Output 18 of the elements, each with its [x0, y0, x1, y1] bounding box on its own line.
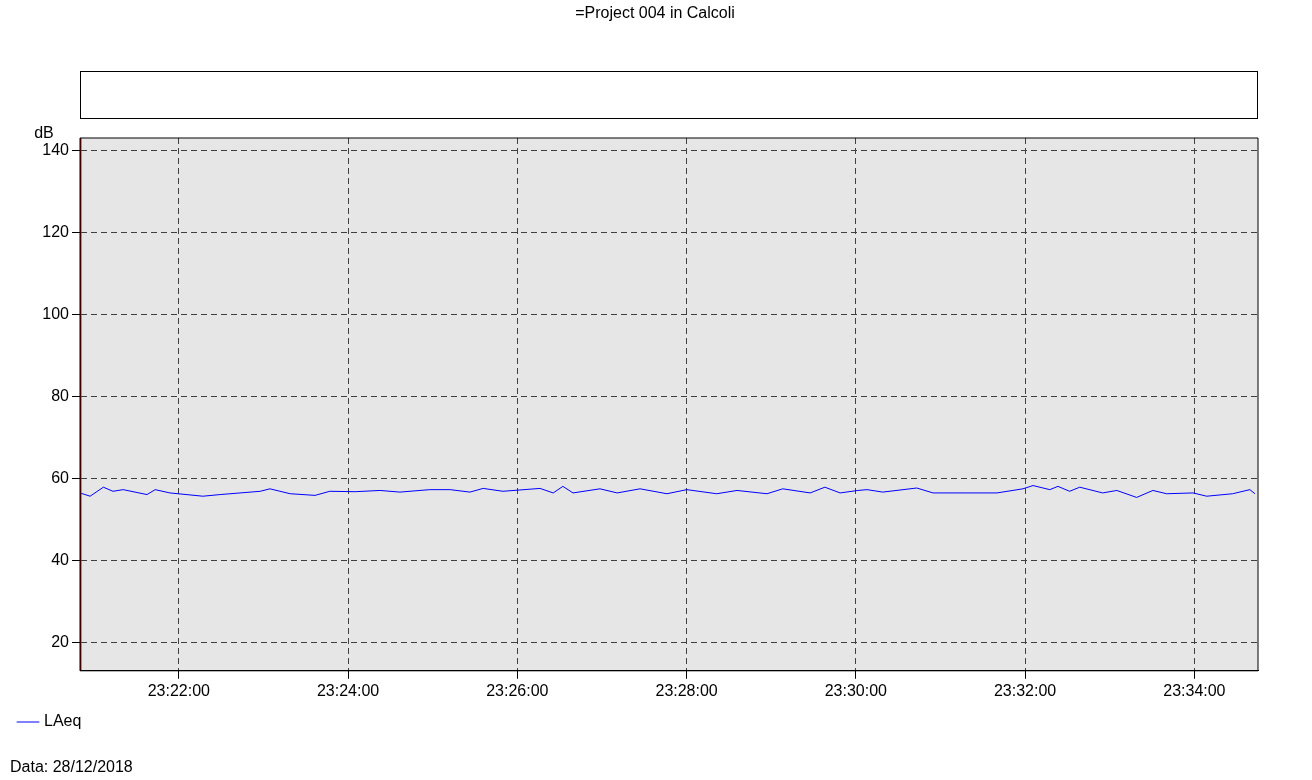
y-tick-label: 80 — [51, 386, 70, 404]
x-tick-label: 23:22:00 — [147, 681, 211, 699]
text: Data: 28/12/2018 — [10, 758, 133, 776]
x-tick-label: 23:24:00 — [316, 681, 380, 699]
y-tick-label: 40 — [51, 550, 70, 568]
x-tick-label: 23:28:00 — [655, 681, 718, 699]
y-axis-title: dB — [34, 124, 54, 142]
legend-label: LAeq — [44, 712, 82, 730]
chart-title: =Project 004 in Calcoli — [575, 4, 735, 22]
x-tick-label: 23:26:00 — [486, 681, 549, 699]
y-tick-label: 140 — [42, 140, 70, 158]
x-tick-label: 23:34:00 — [1163, 681, 1226, 699]
y-tick-label: 60 — [51, 468, 70, 486]
x-tick-label: 23:30:00 — [824, 681, 888, 699]
y-tick-label: 120 — [42, 222, 70, 240]
y-tick-label: 20 — [51, 632, 70, 650]
y-tick-label: 100 — [42, 304, 70, 322]
x-tick-label: 23:32:00 — [993, 681, 1057, 699]
